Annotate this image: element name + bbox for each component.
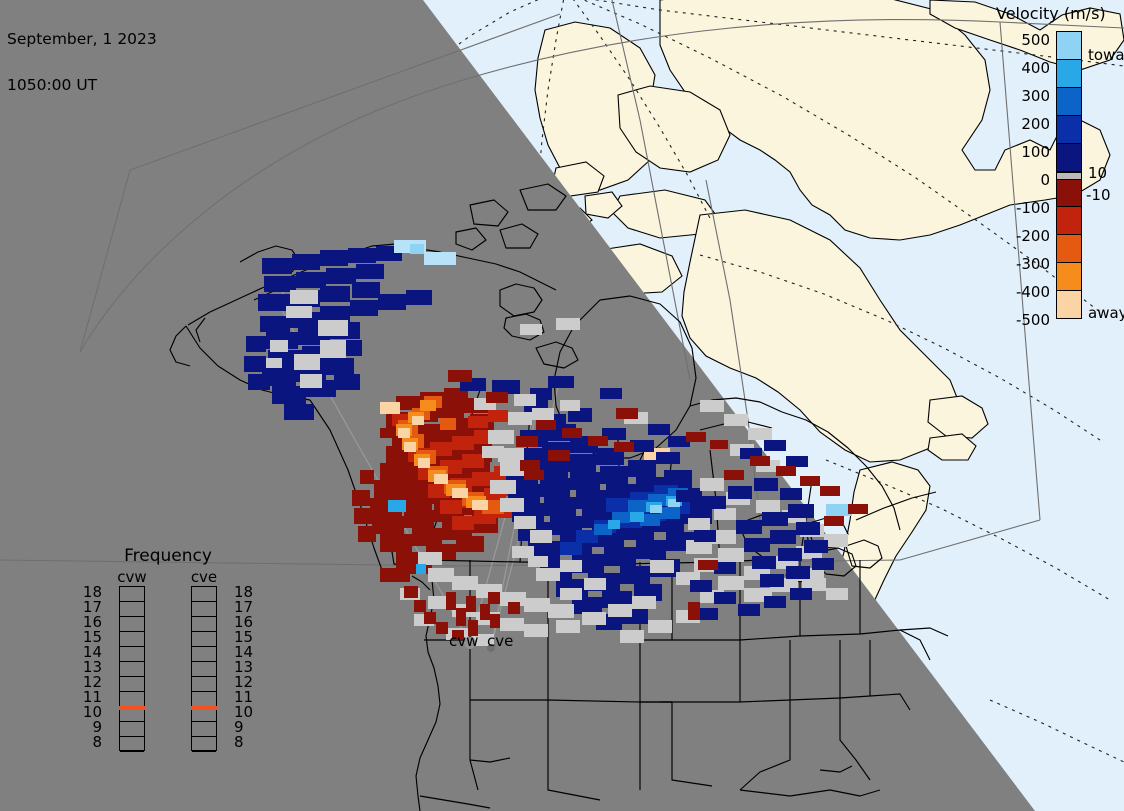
freq-tick-10: 10 (82, 703, 102, 721)
freq-tick-17: 17 (234, 598, 254, 616)
freq-tick-10: 10 (234, 703, 254, 721)
velocity-tick-m400: -400 (1015, 283, 1050, 301)
freq-seg (120, 662, 144, 677)
freq-tick-17: 17 (82, 598, 102, 616)
freq-tick-16: 16 (82, 613, 102, 631)
frequency-column-label-cve: cve (190, 568, 218, 586)
velocity-label-away: away (1088, 304, 1124, 322)
velocity-tick-m500: -500 (1015, 311, 1050, 329)
freq-tick-8: 8 (92, 733, 102, 751)
freq-tick-9: 9 (234, 718, 244, 736)
velocity-tick-400: 400 (1021, 59, 1050, 77)
velocity-legend-title: Velocity (m/s) (996, 4, 1106, 23)
frequency-legend-title: Frequency (124, 546, 212, 566)
freq-seg (192, 677, 216, 692)
velocity-label-10: 10 (1088, 164, 1108, 182)
timestamp-date: September, 1 2023 (7, 30, 157, 48)
freq-tick-11: 11 (234, 688, 254, 706)
freq-seg (120, 707, 144, 722)
frequency-legend: Frequency 18 17 16 15 14 13 12 11 10 9 8… (78, 546, 258, 786)
freq-tick-12: 12 (234, 673, 254, 691)
freq-seg (192, 707, 216, 722)
frequency-ticks-cvw-left: 18 17 16 15 14 13 12 11 10 9 8 (78, 583, 102, 751)
velocity-band-minus350 (1057, 263, 1081, 292)
freq-tick-8: 8 (234, 733, 244, 751)
freq-seg (120, 617, 144, 632)
freq-tick-15: 15 (234, 628, 254, 646)
freq-seg (192, 737, 216, 752)
velocity-tick-0: 0 (1040, 171, 1050, 189)
freq-tick-12: 12 (82, 673, 102, 691)
velocity-tick-300: 300 (1021, 87, 1050, 105)
freq-tick-14: 14 (234, 643, 254, 661)
freq-tick-14: 14 (82, 643, 102, 661)
freq-seg (120, 587, 144, 602)
freq-seg (192, 647, 216, 662)
velocity-band-minus50 (1057, 179, 1081, 208)
velocity-label-toward: toward (1088, 46, 1124, 64)
freq-seg (120, 677, 144, 692)
velocity-band-450 (1057, 32, 1081, 60)
freq-seg (120, 632, 144, 647)
freq-seg (120, 602, 144, 617)
velocity-legend: Velocity (m/s) 500 400 300 200 100 0 -10… (996, 4, 1124, 334)
velocity-label-minus10: -10 (1086, 186, 1111, 204)
freq-seg (120, 737, 144, 752)
velocity-band-350 (1057, 59, 1081, 88)
station-label-cvw: cvw (449, 632, 479, 650)
frequency-scale-box-cvw (119, 586, 145, 752)
freq-seg (192, 617, 216, 632)
frequency-marker-cvw (119, 706, 145, 710)
velocity-band-minus450 (1057, 291, 1081, 319)
frequency-marker-cve (191, 706, 217, 710)
velocity-band-minus250 (1057, 235, 1081, 264)
freq-seg (120, 692, 144, 707)
timestamp: September, 1 2023 1050:00 UT (7, 2, 157, 124)
freq-tick-9: 9 (92, 718, 102, 736)
velocity-tick-m100: -100 (1015, 199, 1050, 217)
freq-tick-16: 16 (234, 613, 254, 631)
velocity-tick-100: 100 (1021, 143, 1050, 161)
velocity-tick-200: 200 (1021, 115, 1050, 133)
freq-tick-18: 18 (82, 583, 102, 601)
day-landmasses (469, 0, 1124, 665)
freq-tick-13: 13 (234, 658, 254, 676)
freq-tick-18: 18 (234, 583, 254, 601)
frequency-column-label-cvw: cvw (117, 568, 147, 586)
velocity-band-250 (1057, 87, 1081, 116)
freq-seg (192, 587, 216, 602)
freq-tick-11: 11 (82, 688, 102, 706)
freq-seg (192, 662, 216, 677)
velocity-colorbar (1056, 31, 1082, 319)
frequency-column-cve: cve (176, 568, 232, 752)
velocity-tick-500: 500 (1021, 31, 1050, 49)
freq-tick-15: 15 (82, 628, 102, 646)
timestamp-time: 1050:00 UT (7, 76, 98, 94)
freq-seg (192, 722, 216, 737)
radar-backscatter-cells (244, 240, 868, 652)
freq-seg (120, 722, 144, 737)
velocity-band-150 (1057, 115, 1081, 144)
station-label-cve: cve (487, 632, 514, 650)
freq-seg (192, 692, 216, 707)
velocity-band-50 (1057, 143, 1081, 172)
freq-tick-13: 13 (82, 658, 102, 676)
frequency-ticks-cve-right: 18 17 16 15 14 13 12 11 10 9 8 (234, 583, 258, 751)
frequency-scale-box-cve (191, 586, 217, 752)
velocity-tick-m200: -200 (1015, 227, 1050, 245)
velocity-band-zero (1057, 171, 1081, 180)
frequency-column-cvw: cvw (104, 568, 160, 752)
velocity-band-minus150 (1057, 207, 1081, 236)
freq-seg (120, 647, 144, 662)
freq-seg (192, 602, 216, 617)
velocity-tick-m300: -300 (1015, 255, 1050, 273)
freq-seg (192, 632, 216, 647)
